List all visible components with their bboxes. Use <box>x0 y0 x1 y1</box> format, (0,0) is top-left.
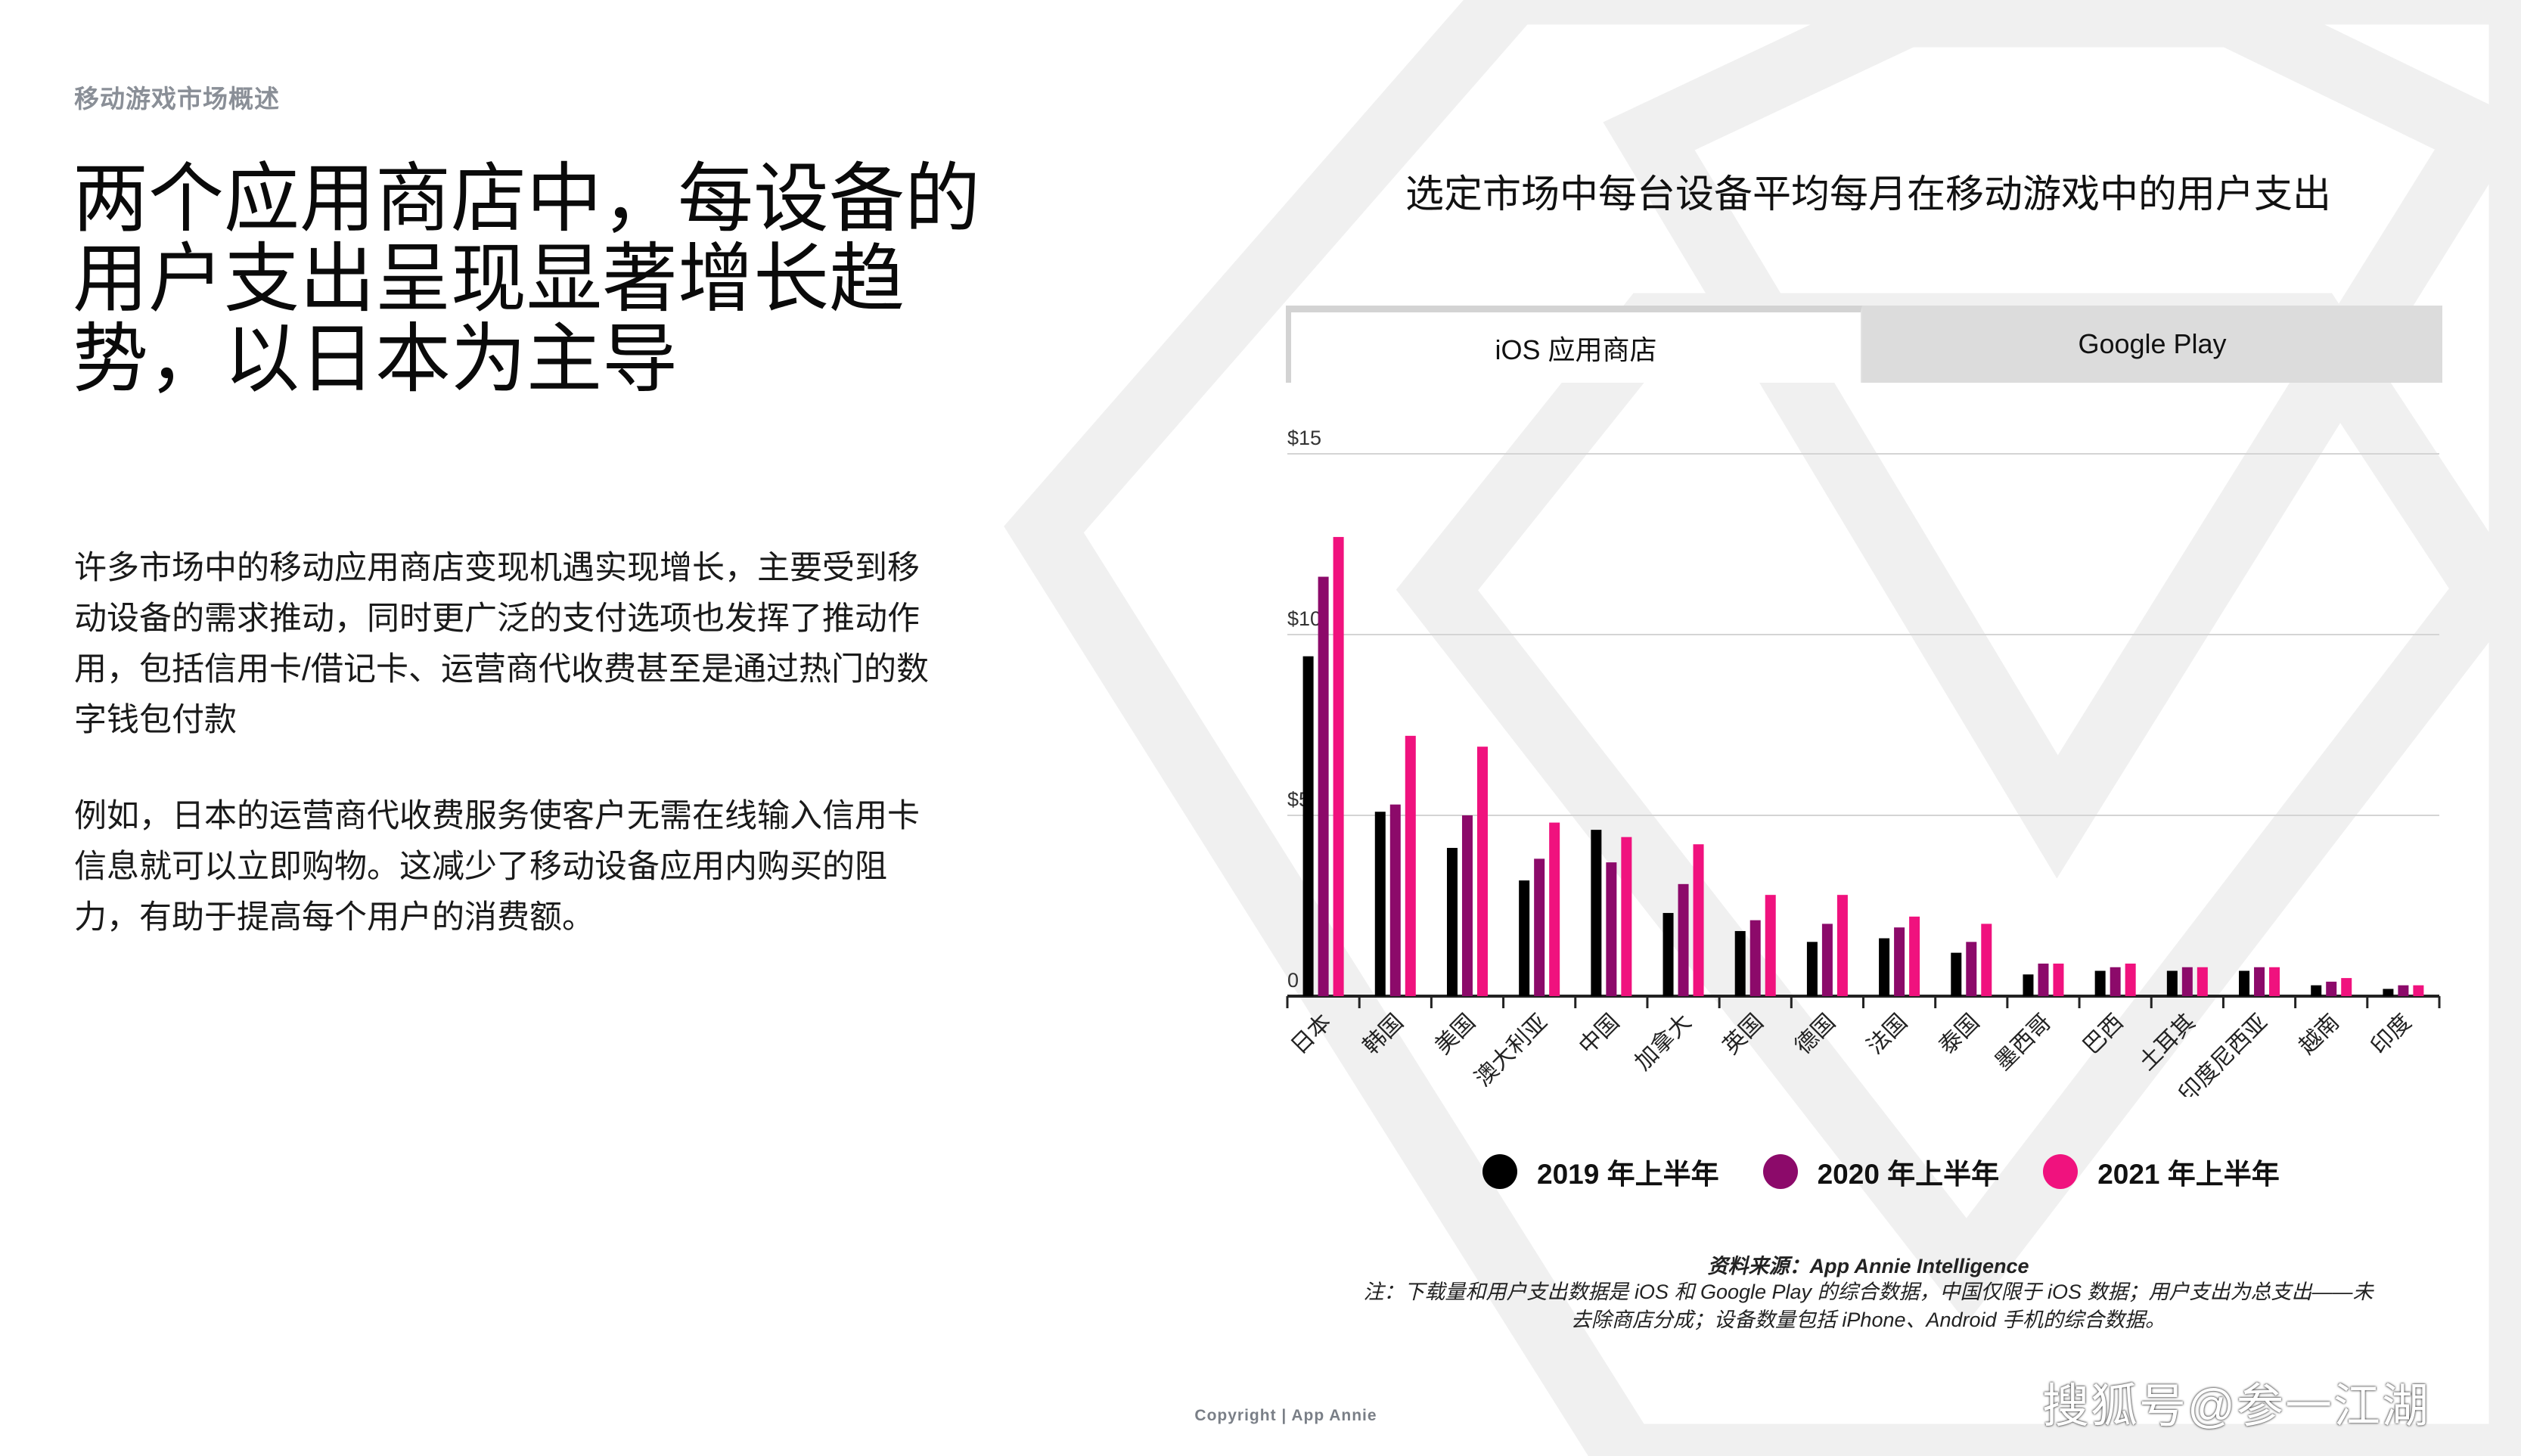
bar <box>1806 942 1818 996</box>
legend-item-2019: 2019 年上半年 <box>1482 1151 1719 1192</box>
bar <box>1765 895 1776 996</box>
bar <box>2341 978 2352 996</box>
bar <box>1476 747 1488 996</box>
x-tick-label: 加拿大 <box>1630 1009 1697 1076</box>
bar <box>1663 913 1674 996</box>
x-tick-label: 泰国 <box>1934 1009 1985 1060</box>
bar <box>1606 862 1617 996</box>
bar <box>1821 924 1833 996</box>
bar <box>1318 576 1329 996</box>
bar <box>2269 967 2280 996</box>
bar <box>2239 970 2250 996</box>
bar <box>1749 920 1761 996</box>
bar <box>1981 924 1992 996</box>
bar <box>2311 985 2322 996</box>
watermark: 搜狐号@参一江湖 <box>2042 1380 2430 1433</box>
x-tick-label: 法国 <box>1862 1009 1913 1060</box>
legend-label-2020: 2020 年上半年 <box>1817 1159 2000 1190</box>
y-tick-label: $10 <box>1287 607 1321 630</box>
bar <box>1549 822 1560 996</box>
bar <box>1591 830 1602 996</box>
x-tick-label: 印度 <box>2366 1009 2417 1060</box>
bar <box>2254 967 2265 996</box>
x-tick-label: 墨西哥 <box>1990 1009 2057 1076</box>
bar <box>1446 848 1458 996</box>
legend-swatch-2019 <box>1482 1154 1517 1189</box>
bar <box>2326 981 2337 996</box>
source-line: 资料来源：App Annie Intelligence <box>1707 1255 2029 1277</box>
x-tick-label: 英国 <box>1718 1009 1768 1060</box>
x-tick-label: 美国 <box>1430 1009 1480 1060</box>
bar <box>1966 942 1977 996</box>
x-tick-label: 中国 <box>1574 1009 1625 1060</box>
body-paragraph-2: 例如，日本的运营商代收费服务使客户无需在线输入信用卡信息就可以立即购物。这减少了… <box>74 798 920 936</box>
bar <box>2413 985 2424 996</box>
bar <box>1894 927 1905 996</box>
chart-title: 选定市场中每台设备平均每月在移动游戏中的用户支出 <box>1405 172 2331 216</box>
bar <box>2181 967 2193 996</box>
section-label: 移动游戏市场概述 <box>74 85 280 113</box>
bar <box>1333 536 1344 996</box>
footnote: 注：下载量和用户支出数据是 iOS 和 Google Play 的综合数据，中国… <box>1363 1281 2374 1331</box>
bar <box>1461 815 1473 996</box>
bar <box>2023 974 2034 996</box>
legend-swatch-2020 <box>1762 1154 1798 1189</box>
x-tick-label: 巴西 <box>2078 1009 2128 1060</box>
bar <box>2125 963 2136 996</box>
body-paragraph-1: 许多市场中的移动应用商店变现机遇实现增长，主要受到移动设备的需求推动，同时更广泛… <box>74 550 929 738</box>
x-tick-label: 韩国 <box>1358 1009 1408 1060</box>
x-tick-label: 德国 <box>1790 1009 1840 1060</box>
bar <box>2053 963 2064 996</box>
legend-item-2021: 2021 年上半年 <box>2043 1151 2280 1192</box>
bar <box>1519 880 1530 996</box>
bar <box>1678 883 1689 996</box>
legend-item-2020: 2020 年上半年 <box>1762 1151 2000 1192</box>
tab-google-play[interactable]: Google Play <box>1862 306 2442 383</box>
y-tick-label: 0 <box>1287 969 1299 992</box>
x-tick-label: 越南 <box>2294 1009 2345 1060</box>
x-tick-label: 日本 <box>1286 1009 1337 1060</box>
bar <box>2383 989 2394 996</box>
legend-label-2019: 2019 年上半年 <box>1537 1159 1719 1190</box>
bar <box>2038 963 2049 996</box>
bar <box>1374 812 1386 996</box>
bar <box>2094 970 2106 996</box>
bar <box>1836 895 1848 996</box>
bar <box>1951 952 1962 996</box>
bar <box>1534 858 1545 996</box>
bar <box>1405 735 1416 996</box>
bar <box>1909 916 1920 996</box>
copyright: Copyright | App Annie <box>1194 1407 1377 1424</box>
bar <box>1621 837 1632 996</box>
bar <box>1879 938 1890 996</box>
bar <box>1389 804 1401 996</box>
bar <box>2197 967 2208 996</box>
x-tick-label: 澳大利亚 <box>1470 1009 1553 1092</box>
bar <box>1302 656 1314 996</box>
chart-legend: 2019 年上半年 2020 年上半年 2021 年上半年 <box>1482 1151 2324 1192</box>
y-tick-label: $15 <box>1287 427 1321 449</box>
bar <box>1734 930 1746 996</box>
x-tick-label: 土耳其 <box>2134 1009 2200 1076</box>
bar <box>2110 967 2121 996</box>
legend-label-2021: 2021 年上半年 <box>2097 1159 2280 1190</box>
bar <box>1693 844 1704 996</box>
bar <box>2166 970 2178 996</box>
bar <box>2398 985 2409 996</box>
page-headline: 两个应用商店中，每设备的用户支出呈现显著增长趋势，以日本为主导 <box>73 157 980 402</box>
tab-ios-app-store[interactable]: iOS 应用商店 <box>1286 306 1862 383</box>
legend-swatch-2021 <box>2043 1154 2079 1189</box>
